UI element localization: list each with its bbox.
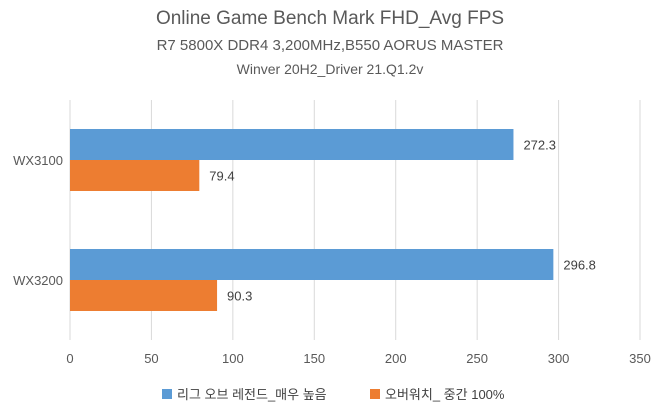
bar-2-wx3100 xyxy=(70,160,200,191)
data-label: 272.3 xyxy=(523,138,556,153)
category-label: WX3100 xyxy=(13,153,63,168)
x-tick-label: 50 xyxy=(144,351,158,366)
x-tick-label: 0 xyxy=(66,351,73,366)
bar-2-wx3200 xyxy=(70,280,218,311)
x-tick-label: 350 xyxy=(629,351,651,366)
chart-legend: 리그 오브 레전드_매우 높음 오버워치_ 중간 100% xyxy=(0,384,660,404)
legend-item-series-2: 오버워치_ 중간 100% xyxy=(370,384,504,403)
data-label: 296.8 xyxy=(563,258,596,273)
data-label: 79.4 xyxy=(209,169,234,184)
category-label: WX3200 xyxy=(13,273,63,288)
bar-1-wx3200 xyxy=(70,249,554,280)
chart-title: Online Game Bench Mark FHD_Avg FPS xyxy=(155,8,505,29)
x-tick-label: 200 xyxy=(385,351,407,366)
data-label: 90.3 xyxy=(227,289,252,304)
legend-swatch-series-2 xyxy=(370,388,380,399)
legend-item-series-1: 리그 오브 레전드_매우 높음 xyxy=(162,384,327,403)
x-tick-label: 100 xyxy=(222,351,244,366)
x-tick-label: 300 xyxy=(548,351,570,366)
bar-1-wx3100 xyxy=(70,129,514,160)
legend-label-series-1: 리그 오브 레전드_매우 높음 xyxy=(177,387,327,402)
x-tick-label: 150 xyxy=(303,351,325,366)
chart-subtitle-system: R7 5800X DDR4 3,200MHz,B550 AORUS MASTER xyxy=(156,37,504,54)
x-tick-label: 250 xyxy=(466,351,488,366)
legend-swatch-series-1 xyxy=(162,388,172,399)
chart-subtitle-driver: Winver 20H2_Driver 21.Q1.2v xyxy=(236,61,424,77)
legend-label-series-2: 오버워치_ 중간 100% xyxy=(385,387,505,402)
